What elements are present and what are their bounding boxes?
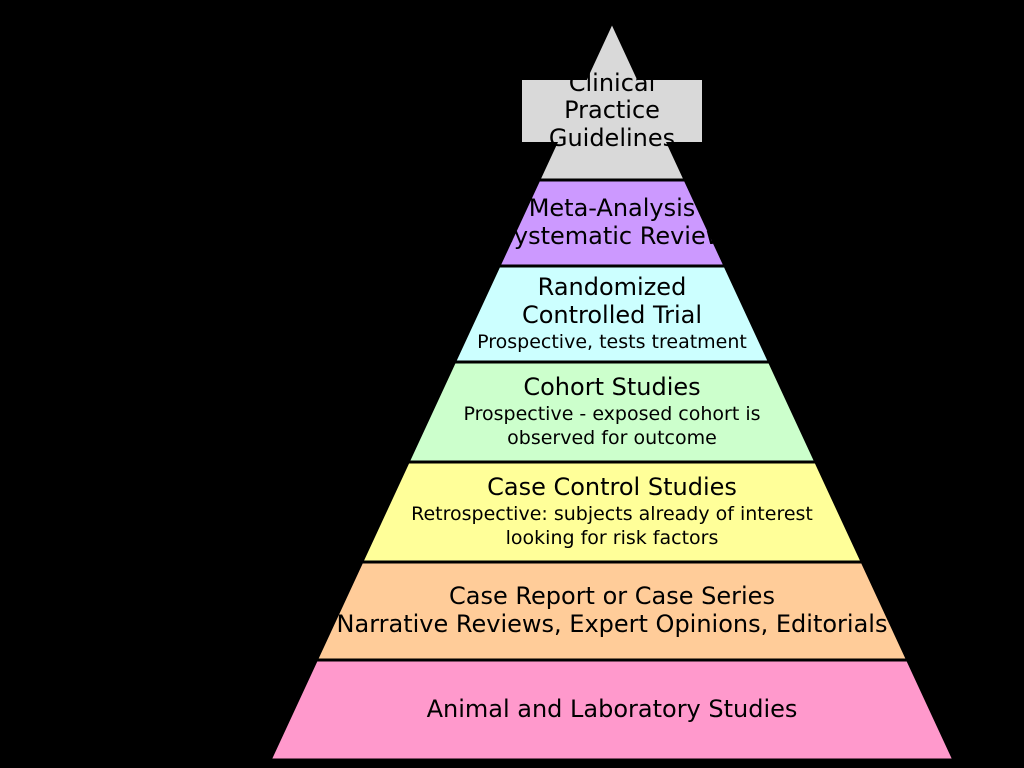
tier-casecontrol [362, 462, 862, 562]
tier-meta [499, 180, 725, 266]
tier-rct [454, 266, 769, 362]
pyramid-diagram: Clinical PracticeGuidelinesMeta-Analysis… [0, 0, 1024, 768]
tier-cohort [408, 362, 816, 462]
tier-animal [270, 660, 954, 760]
apex-label-box [522, 80, 702, 142]
tier-casereport [316, 562, 907, 660]
pyramid-svg [0, 0, 1024, 768]
